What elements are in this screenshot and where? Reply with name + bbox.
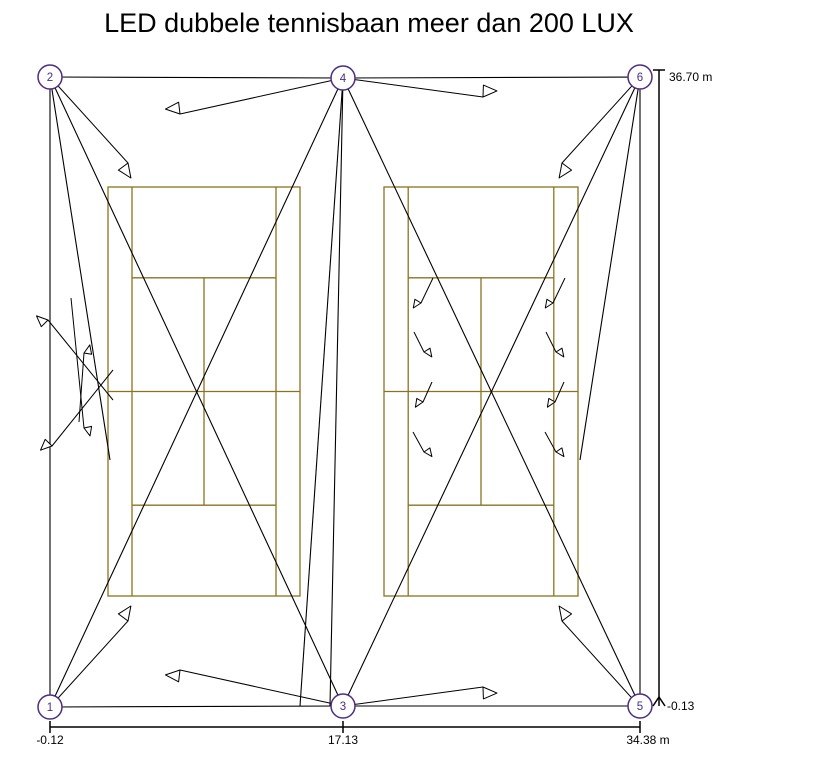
svg-text:6: 6 xyxy=(637,72,643,84)
svg-text:4: 4 xyxy=(340,73,347,85)
svg-text:2: 2 xyxy=(47,72,53,84)
svg-text:17.13: 17.13 xyxy=(328,733,358,747)
svg-text:3: 3 xyxy=(340,701,346,713)
svg-text:1: 1 xyxy=(47,702,53,714)
svg-text:-0.12: -0.12 xyxy=(36,733,64,747)
svg-text:5: 5 xyxy=(637,701,643,713)
svg-text:34.38 m: 34.38 m xyxy=(626,733,669,747)
svg-text:-0.13: -0.13 xyxy=(667,699,695,713)
svg-text:36.70 m: 36.70 m xyxy=(669,70,712,84)
